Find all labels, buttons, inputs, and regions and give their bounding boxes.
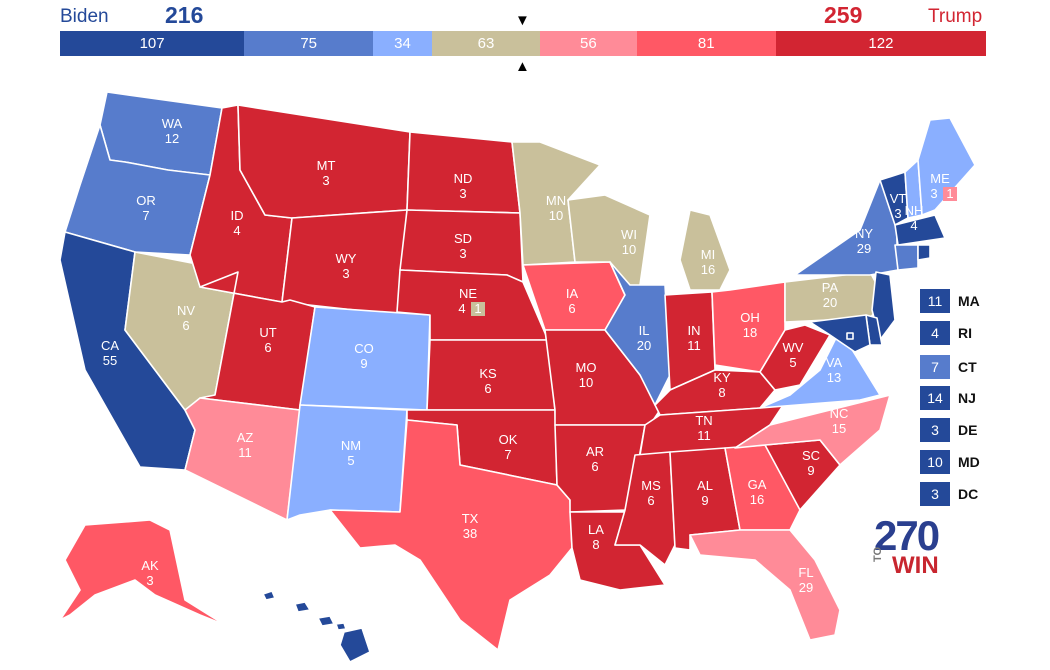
small-state-row-ct[interactable]: 7 CT	[920, 354, 977, 380]
state-az[interactable]	[184, 397, 301, 521]
state-pa[interactable]	[784, 271, 886, 323]
bar-segment-likely-dem: 75	[244, 31, 374, 56]
electoral-vote-bar: 107 75 34 63 56 81 122	[60, 31, 986, 56]
small-state-abbr-dc: DC	[958, 486, 979, 502]
small-state-abbr-md: MD	[958, 454, 980, 470]
state-ev-hi: 4	[318, 642, 325, 657]
state-ct[interactable]	[894, 244, 919, 271]
small-state-ev-dc[interactable]: 3	[920, 482, 950, 506]
small-state-row-md[interactable]: 10 MD	[920, 449, 980, 475]
state-ny[interactable]	[794, 179, 899, 276]
bar-segment-safe-rep: 122	[775, 31, 986, 56]
small-state-abbr-ct: CT	[958, 359, 977, 375]
state-ak[interactable]	[59, 519, 226, 626]
state-ma[interactable]	[894, 214, 946, 246]
small-state-abbr-nj: NJ	[958, 390, 976, 406]
state-me[interactable]	[917, 117, 976, 216]
logo-270-text: 270	[874, 512, 940, 559]
270towin-logo: 270 TO WIN	[872, 512, 952, 586]
state-fl[interactable]	[689, 529, 841, 641]
biden-label: Biden	[60, 6, 109, 27]
small-state-ev-ct[interactable]: 7	[920, 355, 950, 379]
state-tx[interactable]	[329, 419, 573, 651]
small-state-ev-de[interactable]: 3	[920, 418, 950, 442]
trump-total: 259	[824, 2, 863, 28]
small-state-row-de[interactable]: 3 DE	[920, 417, 977, 443]
trump-label: Trump	[928, 6, 983, 27]
logo-win-text: WIN	[892, 552, 939, 579]
state-mi[interactable]	[679, 209, 731, 291]
district-box-me[interactable]	[943, 187, 957, 201]
small-state-abbr-de: DE	[958, 422, 978, 438]
state-nc[interactable]	[734, 394, 891, 466]
bar-segment-lean-dem: 34	[373, 31, 432, 56]
small-state-ev-ri[interactable]: 4	[920, 321, 950, 345]
small-state-row-ri[interactable]: 4 RI	[920, 320, 972, 346]
state-nd[interactable]	[406, 131, 521, 214]
logo-to-text: TO	[872, 546, 884, 562]
state-hi[interactable]	[262, 590, 371, 663]
state-ri[interactable]	[917, 244, 931, 261]
state-dc[interactable]	[846, 332, 854, 340]
small-state-abbr-ri: RI	[958, 325, 972, 341]
down-arrow-icon: ▼	[515, 12, 530, 29]
state-mt[interactable]	[237, 104, 411, 219]
small-state-row-ma[interactable]: 11 MA	[920, 288, 980, 314]
small-state-ev-md[interactable]: 10	[920, 450, 950, 474]
state-abbr-hi: HI	[316, 627, 329, 642]
small-state-ev-ma[interactable]: 11	[920, 289, 950, 313]
small-state-row-dc[interactable]: 3 DC	[920, 481, 978, 507]
state-nm[interactable]	[286, 404, 408, 521]
small-state-ev-nj[interactable]: 14	[920, 386, 950, 410]
small-state-abbr-ma: MA	[958, 293, 980, 309]
state-md[interactable]	[809, 314, 871, 353]
biden-total: 216	[165, 2, 204, 28]
state-wy[interactable]	[281, 209, 408, 316]
small-state-row-nj[interactable]: 14 NJ	[920, 385, 976, 411]
bar-segment-lean-rep: 56	[540, 31, 637, 56]
district-box-ne[interactable]	[471, 302, 485, 316]
state-ks[interactable]	[426, 339, 556, 411]
up-arrow-icon: ▲	[515, 58, 530, 75]
state-co[interactable]	[299, 306, 431, 411]
bar-segment-tossup: 63	[431, 31, 541, 56]
bar-segment-likely-rep: 81	[636, 31, 776, 56]
bar-segment-safe-dem: 107	[60, 31, 245, 56]
